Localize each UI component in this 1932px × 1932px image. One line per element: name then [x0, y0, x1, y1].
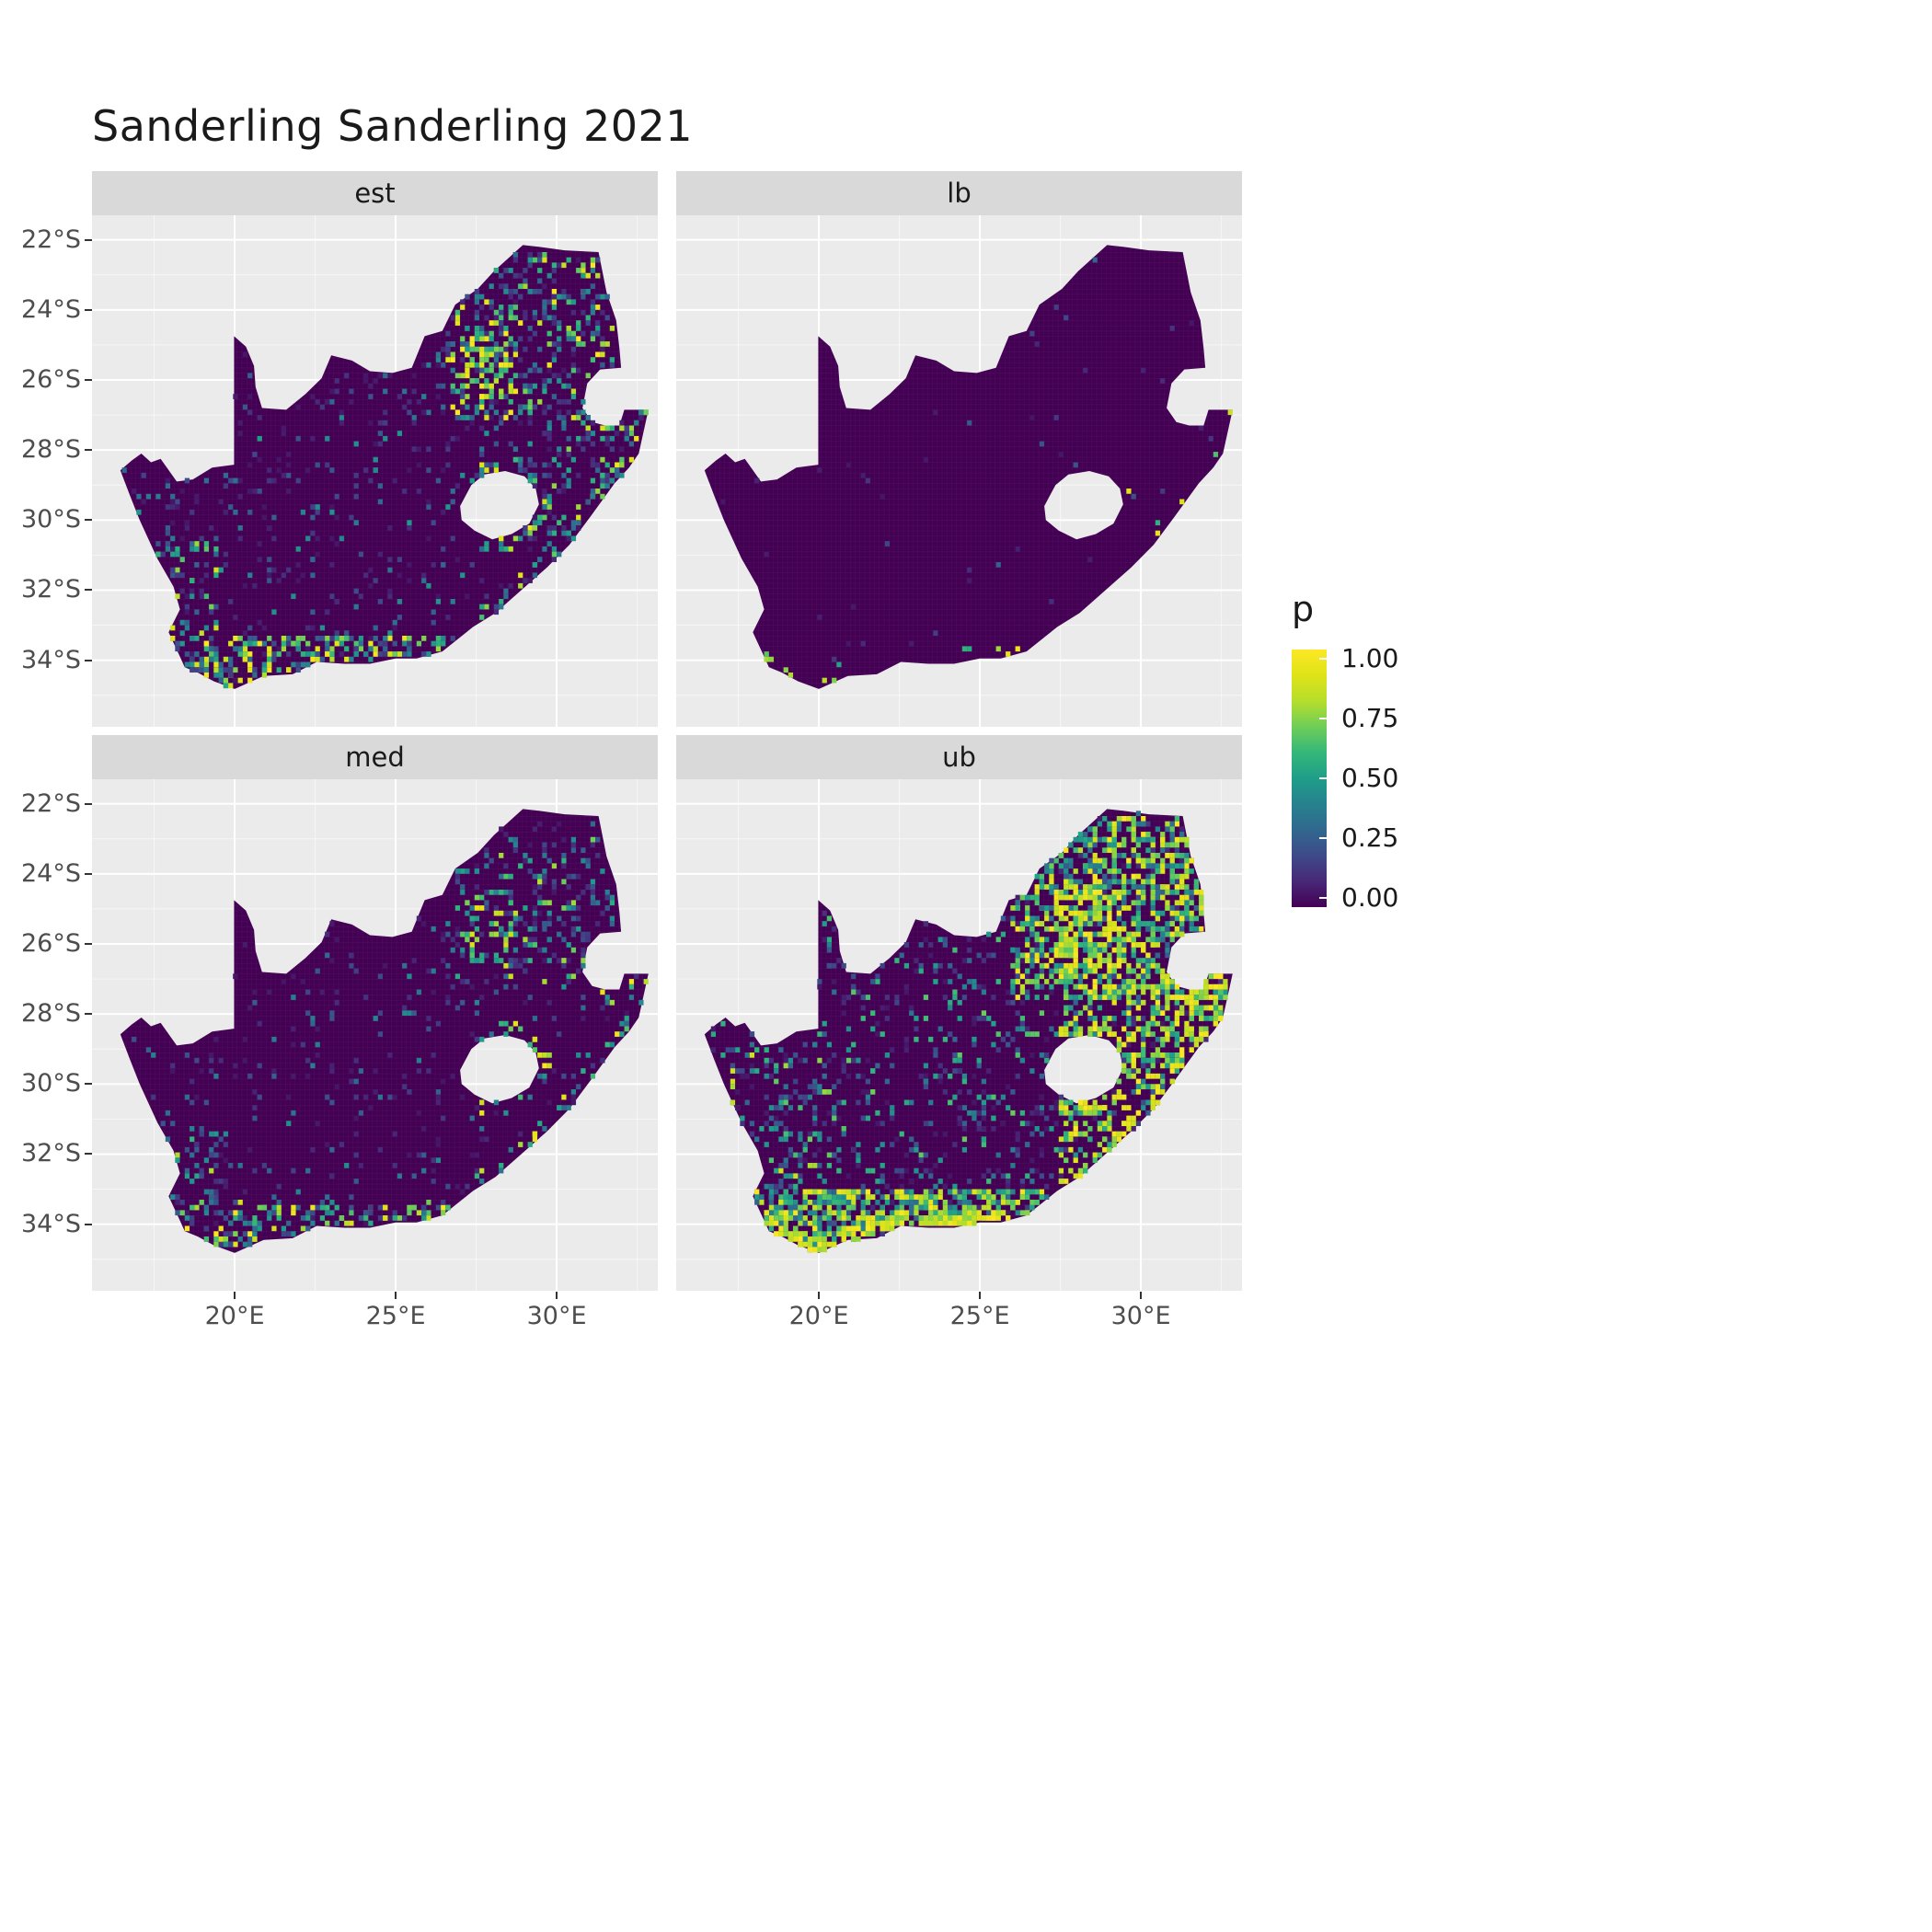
- axis-tick: [556, 1292, 558, 1299]
- map-panel-med: [92, 779, 658, 1291]
- axis-tick: [85, 802, 92, 805]
- y-axis-label: 30°S: [21, 1069, 81, 1098]
- y-axis-label: 26°S: [21, 928, 81, 958]
- x-axis-label: 25°E: [365, 1302, 426, 1330]
- legend-bar-tick: [1319, 837, 1327, 839]
- legend-bar-tick: [1319, 897, 1327, 899]
- x-axis-label: 20°E: [788, 1302, 849, 1330]
- axis-tick: [85, 1083, 92, 1086]
- y-axis-label: 22°S: [21, 224, 81, 254]
- y-axis-label: 28°S: [21, 999, 81, 1029]
- raster-texture: [704, 245, 1233, 689]
- map-panel-est: [92, 215, 658, 727]
- axis-tick: [85, 1013, 92, 1016]
- y-axis-label: 28°S: [21, 435, 81, 465]
- raster-cells: [132, 821, 649, 1248]
- legend-title: p: [1292, 589, 1315, 629]
- facet-label: med: [345, 742, 405, 773]
- x-axis-label: 30°E: [526, 1302, 587, 1330]
- legend-bar-tick: [1319, 658, 1327, 660]
- axis-tick: [395, 1292, 397, 1299]
- axis-tick: [979, 1292, 982, 1299]
- legend: p 1.00 0.75 0.50 0.25 0.00: [1286, 589, 1398, 916]
- facet-strip-lb: lb: [676, 171, 1242, 215]
- facet-label: est: [354, 178, 396, 209]
- axis-tick: [85, 519, 92, 522]
- axis-tick: [85, 308, 92, 311]
- y-axis-label: 34°S: [21, 1209, 81, 1238]
- axis-tick: [85, 872, 92, 875]
- x-axis-label: 20°E: [204, 1302, 265, 1330]
- raster-cells: [720, 257, 1233, 684]
- axis-tick: [85, 1223, 92, 1225]
- facet-strip-med: med: [92, 735, 658, 779]
- axis-tick: [234, 1292, 236, 1299]
- y-axis-label: 32°S: [21, 1139, 81, 1168]
- y-axis-label: 24°S: [21, 858, 81, 888]
- legend-colorbar-wrap: 1.00 0.75 0.50 0.25 0.00: [1286, 644, 1398, 916]
- axis-tick: [85, 942, 92, 945]
- axis-tick: [1140, 1292, 1143, 1299]
- y-axis-label: 22°S: [21, 788, 81, 818]
- axis-tick: [85, 449, 92, 452]
- chart-title: Sanderling Sanderling 2021: [92, 101, 694, 151]
- axis-tick: [85, 659, 92, 661]
- axis-tick: [85, 378, 92, 381]
- axis-tick: [85, 238, 92, 241]
- map-panel-ub: [676, 779, 1242, 1291]
- legend-tick-label: 0.25: [1341, 822, 1399, 853]
- y-axis-label: 24°S: [21, 294, 81, 324]
- legend-bar-tick: [1319, 777, 1327, 779]
- axis-tick: [85, 589, 92, 592]
- legend-tick-label: 1.00: [1341, 643, 1399, 673]
- facet-strip-ub: ub: [676, 735, 1242, 779]
- map-panel-lb: [676, 215, 1242, 727]
- axis-tick: [818, 1292, 821, 1299]
- raster-cells: [710, 811, 1228, 1253]
- facet-label: ub: [942, 742, 976, 773]
- legend-tick-label: 0.50: [1341, 763, 1399, 793]
- raster-cells: [121, 252, 649, 689]
- legend-tick-label: 0.75: [1341, 703, 1399, 733]
- y-axis-label: 30°S: [21, 505, 81, 535]
- facet-strip-est: est: [92, 171, 658, 215]
- y-axis-label: 26°S: [21, 364, 81, 394]
- x-axis-label: 25°E: [949, 1302, 1010, 1330]
- y-axis-label: 34°S: [21, 645, 81, 674]
- x-axis-label: 30°E: [1110, 1302, 1171, 1330]
- legend-bar-tick: [1319, 718, 1327, 719]
- y-axis-label: 32°S: [21, 575, 81, 604]
- legend-tick-label: 0.00: [1341, 882, 1399, 913]
- axis-tick: [85, 1153, 92, 1156]
- facet-label: lb: [947, 178, 972, 209]
